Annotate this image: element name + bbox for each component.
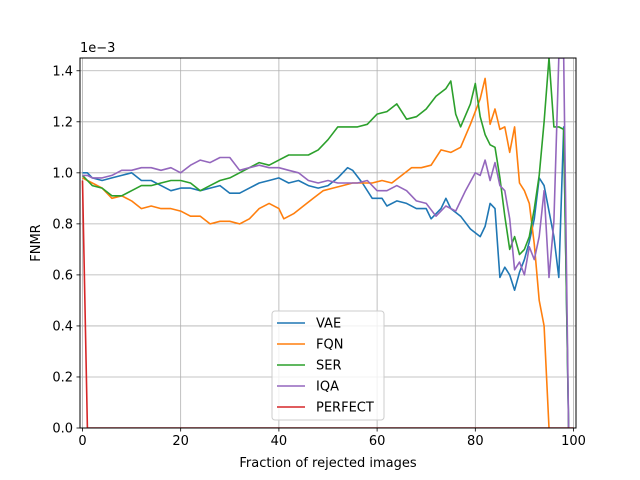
x-tick-label: 0 (78, 434, 86, 449)
legend: VAE FQN SER IQA PERFECT (271, 310, 385, 421)
x-axis-ticks: 0 20 40 60 80 100 (78, 428, 586, 449)
y-tick-label: 1.4 (52, 64, 73, 79)
series-line-fqn (82, 77, 550, 428)
legend-label-perfect: PERFECT (316, 401, 374, 416)
x-tick-label: 60 (369, 434, 386, 449)
x-tick-label: 100 (561, 434, 586, 449)
y-tick-label: 0.4 (52, 319, 73, 334)
y-tick-label: 0.8 (52, 217, 73, 232)
y-axis-label: FNMR (29, 224, 44, 261)
series-line-ser (81, 58, 570, 428)
x-tick-label: 40 (271, 434, 288, 449)
y-tick-label: 1.0 (52, 166, 73, 181)
grid-lines (80, 58, 576, 429)
y-tick-label: 1.2 (52, 115, 73, 130)
x-tick-label: 20 (172, 434, 189, 449)
x-axis-label: Fraction of rejected images (239, 456, 416, 471)
plot-frame (79, 57, 577, 429)
legend-label-ser: SER (316, 359, 342, 374)
legend-label-vae: VAE (316, 317, 341, 332)
series-line-perfect (81, 180, 574, 428)
y-tick-label: 0.6 (52, 268, 73, 283)
legend-label-fqn: FQN (316, 338, 343, 353)
series-lines (81, 58, 574, 428)
series-line-vae (82, 126, 570, 428)
y-offset-label: 1e−3 (80, 41, 115, 56)
y-axis-ticks: 0.0 0.2 0.4 0.6 0.8 1.0 1.2 1.4 (52, 64, 80, 437)
series-line-iqa (82, 58, 570, 428)
legend-label-iqa: IQA (316, 380, 339, 395)
y-tick-label: 0.0 (52, 422, 73, 437)
legend-box (271, 310, 385, 421)
x-tick-label: 80 (467, 434, 484, 449)
y-tick-label: 0.2 (52, 370, 73, 385)
